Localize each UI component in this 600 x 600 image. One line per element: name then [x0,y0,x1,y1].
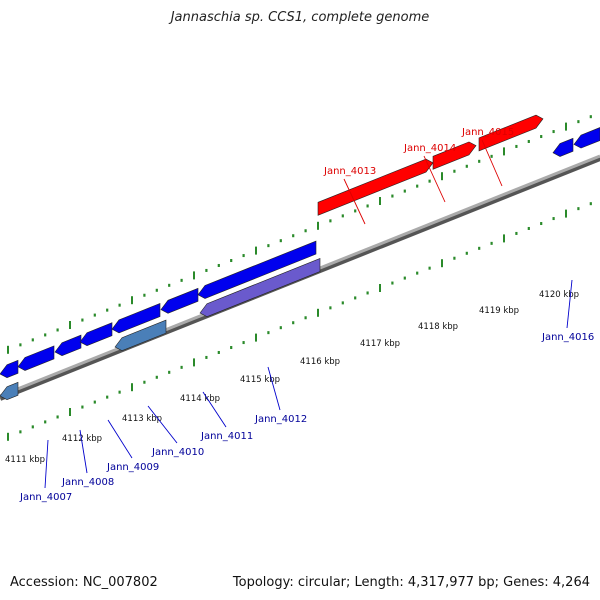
gene-label: Jann_4009 [106,462,159,473]
gene-feature [79,322,113,347]
inner-tick-track [7,202,592,441]
gene-label: Jann_4011 [200,431,253,442]
gene-label: Jann_4012 [254,414,307,425]
gene-features [0,114,600,401]
gene-feature-unlabeled [0,359,19,379]
callout-line [566,279,573,329]
scale-label: 4119 kbp [479,306,519,316]
callout-line [343,178,366,225]
map-title: Jannaschia sp. CCS1, complete genome [170,10,430,25]
gene-feature-unlabeled [114,319,167,352]
accession-label: Accession: NC_007802 [10,575,158,590]
scale-label: 4115 kbp [240,375,280,385]
callout-line [147,405,178,444]
gene-feature [111,303,161,334]
scale-label: 4120 kbp [539,290,579,300]
callout-line [44,439,49,489]
gene-label: Jann_4010 [151,447,204,458]
scale-label: 4113 kbp [122,414,162,424]
callout-line [202,391,227,428]
scale-label: 4111 kbp [5,455,45,465]
callout-line [107,419,133,459]
gene-feature [478,114,544,152]
scale-label: 4117 kbp [360,339,400,349]
gene-feature-unlabeled [199,258,321,318]
callout-line [423,155,446,203]
gene-label: Jann_4013 [323,166,376,177]
gene-feature [197,240,317,299]
callout-line [267,366,281,411]
topology-label: Topology: circular; Length: 4,317,977 bp… [232,575,590,590]
scale-label: 4114 kbp [180,394,220,404]
gene-label: Jann_4016 [541,332,594,343]
gene-feature [552,137,574,157]
callout-line [481,139,503,187]
gene-feature-unlabeled [160,287,199,314]
gene-feature [17,345,55,371]
gene-label: Jann_4008 [61,477,114,488]
gene-label: Jann_4015 [461,127,514,138]
callout-line [79,429,88,474]
gene-label: Jann_4007 [19,492,72,503]
scale-label: 4118 kbp [418,322,458,332]
scale-label: 4112 kbp [62,434,102,444]
gene-label: Jann_4014 [403,143,456,154]
outer-tick-track [7,115,592,354]
scale-labels: 4111 kbp 4112 kbp 4113 kbp 4114 kbp 4115 kbp… [5,290,579,465]
gene-feature [432,141,477,170]
scale-label: 4116 kbp [300,357,340,367]
gene-feature [0,381,19,401]
gene-feature-unlabeled [573,127,600,149]
gene-callouts: Jann_4007 Jann_4008 Jann_4009 Jann_4010 Jann… [19,127,594,503]
gene-feature [54,334,82,357]
